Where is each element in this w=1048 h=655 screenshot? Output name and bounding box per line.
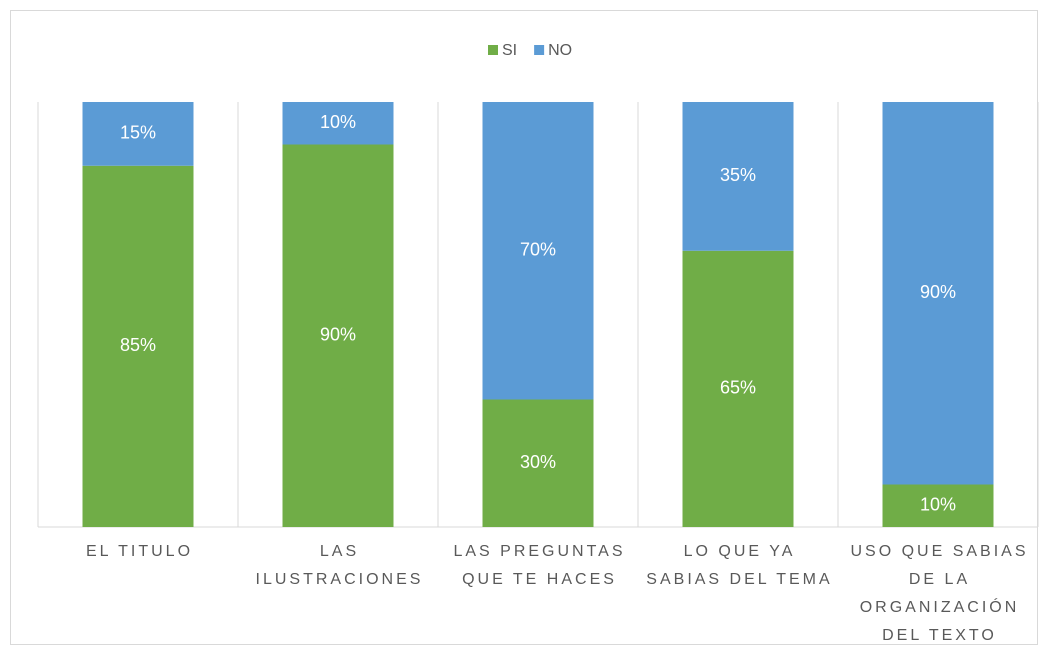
bar-segment bbox=[482, 399, 594, 527]
bar-segment bbox=[882, 484, 994, 527]
bar-segment bbox=[682, 250, 794, 527]
data-label: 85% bbox=[120, 335, 156, 355]
data-label: 30% bbox=[520, 452, 556, 472]
legend-swatch bbox=[488, 45, 498, 55]
data-label: 90% bbox=[320, 325, 356, 345]
data-label: 10% bbox=[320, 112, 356, 132]
data-label: 15% bbox=[120, 123, 156, 143]
legend-label: NO bbox=[548, 42, 572, 59]
x-tick-label: LAS ILUSTRACIONES bbox=[255, 543, 424, 588]
legend-label: SI bbox=[502, 42, 517, 59]
bar-segment bbox=[82, 102, 194, 166]
bar-segment bbox=[482, 102, 594, 400]
bar-segment bbox=[682, 102, 794, 251]
bar-segment bbox=[82, 165, 194, 527]
data-label: 90% bbox=[920, 282, 956, 302]
bar-segment bbox=[282, 144, 394, 527]
bar-segment bbox=[282, 102, 394, 145]
x-tick-label: LAS PREGUNTAS QUE TE HACES bbox=[453, 543, 626, 588]
bar-segment bbox=[882, 102, 994, 485]
data-label: 65% bbox=[720, 378, 756, 398]
data-label: 70% bbox=[520, 240, 556, 260]
x-tick-label: EL TITULO bbox=[85, 543, 194, 560]
data-label: 35% bbox=[720, 165, 756, 185]
x-tick-label: USO QUE SABIAS DE LA ORGANIZACIÓN DEL TE… bbox=[850, 543, 1029, 644]
data-label: 10% bbox=[920, 495, 956, 515]
x-tick-label: LO QUE YA SABIAS DEL TEMA bbox=[646, 543, 833, 588]
legend-swatch bbox=[534, 45, 545, 55]
